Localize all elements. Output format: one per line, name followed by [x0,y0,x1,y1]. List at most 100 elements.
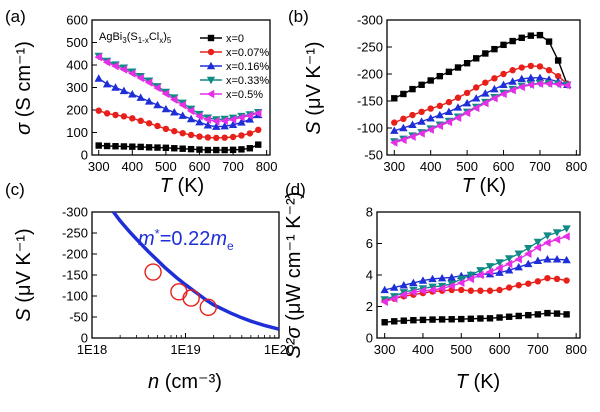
data-point [517,82,525,92]
data-point [504,255,514,263]
data-point [495,259,504,267]
data-point [429,316,436,323]
data-point [553,275,561,283]
data-point [129,143,136,150]
y-tick-label: 200 [66,103,88,118]
data-point [543,238,551,247]
data-point [509,67,516,74]
data-point [390,126,399,134]
data-point [400,317,408,324]
x-tick-label: 500 [450,342,472,357]
data-point [229,146,237,154]
x-tick-label: 700 [222,159,244,174]
data-point [178,111,187,119]
data-point [463,60,471,67]
data-point [154,122,161,130]
data-point [545,67,553,74]
data-point [476,270,484,280]
data-point [495,263,503,273]
x-tick-label: 800 [565,342,587,357]
y-tick-label: -300 [62,205,88,220]
data-point [458,315,465,323]
y-axis-label: S (μV K⁻¹) [303,41,325,134]
legend-marker [206,61,216,70]
data-point [462,108,471,118]
x-tick-label: 700 [529,159,551,174]
data-point [508,77,517,85]
y-tick-label: 100 [66,125,88,140]
panel-c: 1E18 1E19 1E20 0 -50 -100 -150 -200 -250 -300 (c) n… [5,180,294,393]
panel-label: (a) [5,7,26,26]
data-point [254,108,262,118]
data-point [213,146,220,154]
y-tick-label: -100 [357,121,383,136]
data-point [145,144,153,151]
data-point [390,138,398,147]
data-point [162,125,170,133]
data-point [409,278,418,287]
data-point [381,319,388,326]
data-point [102,79,112,88]
data-point [195,112,203,121]
data-point [463,89,471,97]
y-tick-label: -50 [69,310,88,325]
data-point [144,97,154,105]
data-point [486,315,494,322]
data-point [427,105,434,112]
y-tick-label: -150 [357,94,383,109]
data-point [153,83,161,93]
x-tick-label: 400 [121,159,143,174]
data-point [496,286,503,294]
data-point [428,285,436,295]
data-point [543,232,552,240]
y-tick-label: -50 [364,148,383,163]
data-point [458,286,465,294]
data-point [554,72,562,80]
data-point [526,80,535,89]
data-point [437,273,447,282]
x-tick-label: 1E20 [264,342,294,357]
data-point [534,311,542,318]
data-point [505,284,513,291]
legend-entry: x=0.5% [226,89,263,101]
y-tick-label: -250 [62,226,88,241]
data-point [119,65,128,74]
data-point [245,111,254,120]
data-point [544,79,553,88]
x-tick-label: 600 [489,342,511,357]
data-point [221,134,228,141]
data-point [380,285,389,294]
data-point [527,32,535,39]
data-point [203,115,212,124]
data-point [120,113,128,120]
x-tick-label: 800 [566,159,588,174]
panel-label: (b) [288,7,309,26]
data-point [128,69,136,78]
data-point [391,318,398,325]
x-tick-label: 800 [256,159,278,174]
x-tick-label: 600 [189,159,211,174]
data-point [145,120,153,127]
data-point [417,129,425,138]
y-tick-label: 6 [366,236,373,251]
y-tick-label: 0 [366,331,373,346]
effective-mass-annotation: m*=0.22me [138,226,234,253]
data-point [144,78,153,87]
data-point [408,120,417,128]
data-point [204,146,212,154]
data-point [481,89,490,97]
data-point [220,116,228,125]
data-point [399,135,407,145]
y-tick-label: -150 [62,268,88,283]
legend-title: AgBi3(S1-xClx)5 [99,31,172,45]
data-point [457,278,465,288]
x-tick-label: 500 [456,159,478,174]
data-point [473,55,480,62]
data-point [418,276,428,284]
data-point [545,38,553,45]
y-tick-label: -200 [62,247,88,262]
x-tick-label: 700 [527,342,549,357]
data-point [103,142,111,150]
data-point [436,72,444,80]
data-point [447,273,456,281]
